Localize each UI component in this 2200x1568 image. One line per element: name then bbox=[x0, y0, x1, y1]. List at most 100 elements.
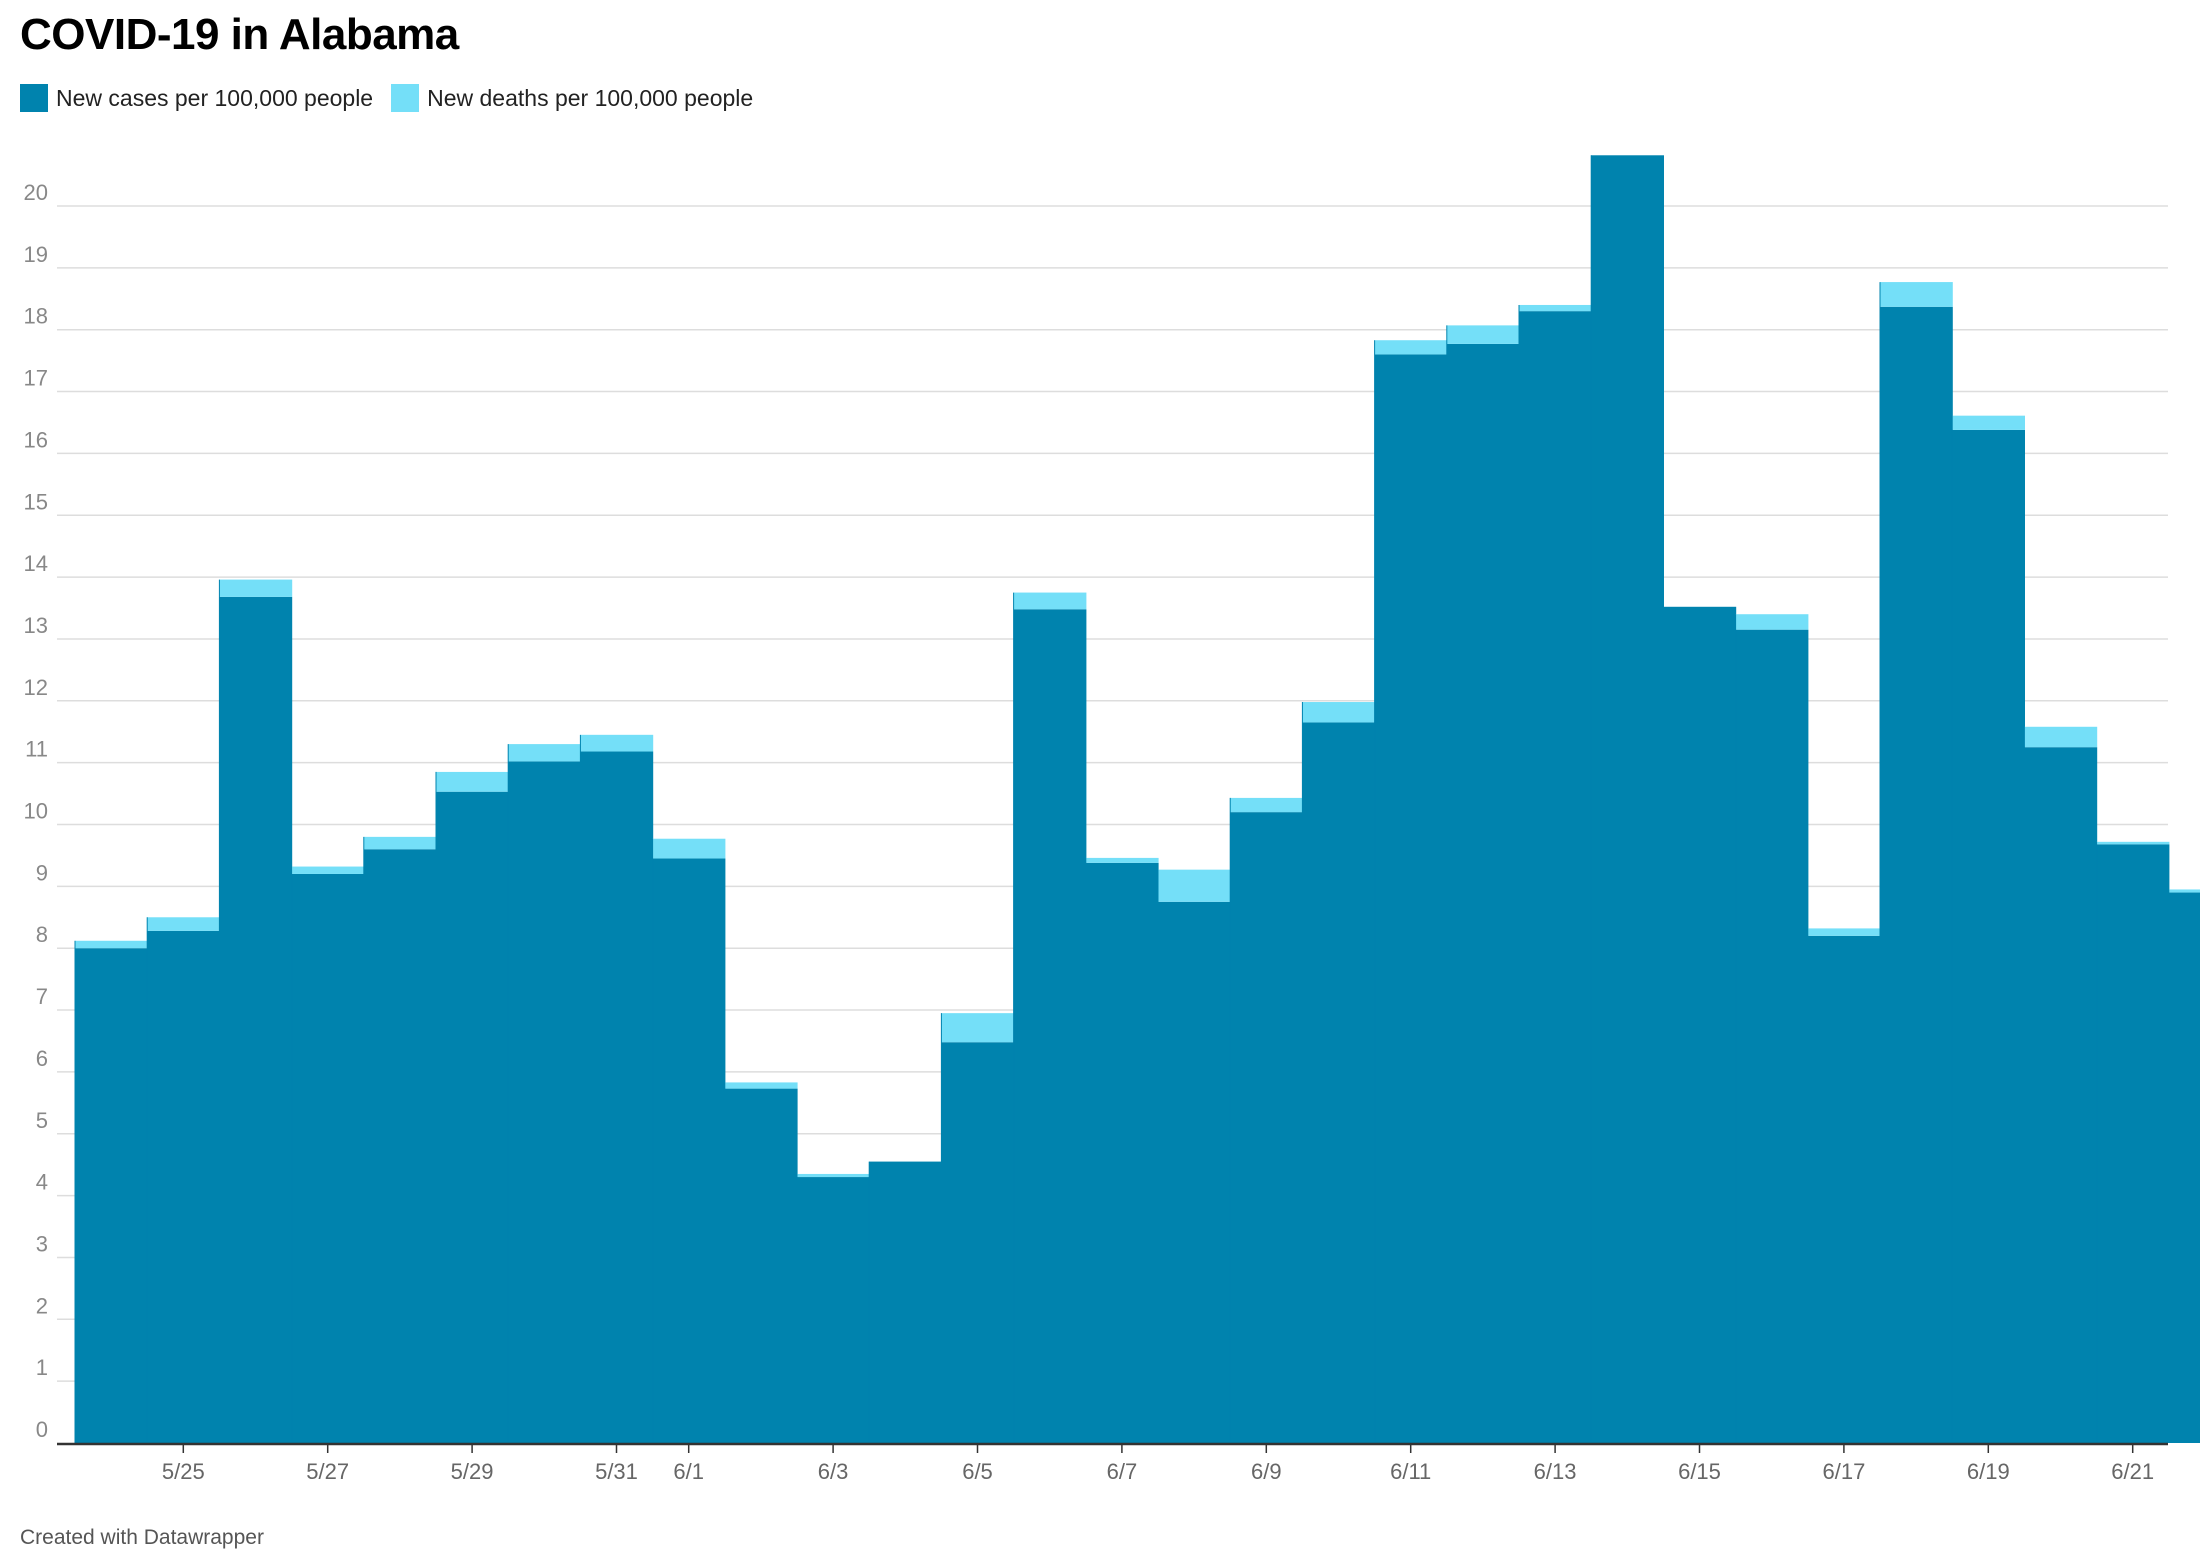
x-axis-ticks: 5/25 5/27 5/29 5/31 6/1 6/3 6/5 6/7 6/9 6/11 6/13 6… bbox=[162, 1445, 2154, 1484]
x-tick-label: 6/17 bbox=[1822, 1459, 1865, 1484]
bar-cases bbox=[363, 849, 437, 1443]
y-tick-label: 15 bbox=[24, 489, 48, 514]
y-tick-label: 2 bbox=[36, 1293, 48, 1318]
x-tick-label: 6/13 bbox=[1534, 1459, 1577, 1484]
y-tick-label: 12 bbox=[24, 675, 48, 700]
legend-label-cases: New cases per 100,000 people bbox=[56, 84, 374, 111]
bar-deaths bbox=[580, 734, 654, 752]
bar-cases bbox=[1446, 343, 1520, 1443]
y-tick-label: 11 bbox=[25, 737, 48, 762]
y-tick-label: 14 bbox=[24, 551, 48, 576]
bar-cases bbox=[2168, 892, 2200, 1443]
bar-deaths bbox=[1302, 702, 1376, 723]
y-tick-label: 7 bbox=[36, 984, 48, 1009]
y-tick-label: 5 bbox=[36, 1108, 48, 1133]
x-tick-label: 5/31 bbox=[595, 1459, 638, 1484]
bar-deaths bbox=[1085, 857, 1159, 863]
bar-cases bbox=[2024, 747, 2098, 1443]
bar-deaths bbox=[147, 917, 220, 931]
legend-item-deaths: New deaths per 100,000 people bbox=[391, 84, 753, 112]
legend-swatch-cases bbox=[20, 84, 48, 112]
bar-cases bbox=[1085, 862, 1159, 1443]
bar-cases bbox=[1591, 155, 1664, 1444]
bar-deaths bbox=[291, 866, 365, 874]
bar-cases bbox=[724, 1088, 798, 1443]
bar-cases bbox=[1302, 722, 1376, 1443]
bars bbox=[57, 155, 2200, 1446]
bar-deaths bbox=[2168, 889, 2200, 893]
y-tick-label: 0 bbox=[36, 1417, 48, 1442]
bar-deaths bbox=[1519, 304, 1592, 312]
bar-cases bbox=[75, 948, 148, 1443]
bar-deaths bbox=[797, 1173, 870, 1178]
x-tick-label: 5/25 bbox=[162, 1459, 205, 1484]
x-tick-label: 6/19 bbox=[1967, 1459, 2010, 1484]
y-tick-label: 16 bbox=[24, 427, 48, 452]
x-tick-label: 5/29 bbox=[451, 1459, 494, 1484]
legend-item-cases: New cases per 100,000 people bbox=[20, 84, 373, 112]
legend-label-deaths: New deaths per 100,000 people bbox=[427, 84, 754, 111]
bar-deaths bbox=[2096, 841, 2170, 845]
x-tick-label: 6/11 bbox=[1390, 1459, 1431, 1484]
bar-cases bbox=[1374, 354, 1448, 1444]
bar-cases bbox=[1807, 935, 1881, 1443]
y-tick-label: 19 bbox=[24, 242, 48, 267]
y-tick-label: 6 bbox=[36, 1046, 48, 1071]
bar-cases bbox=[941, 1042, 1015, 1443]
bar-deaths bbox=[724, 1082, 798, 1089]
bar-cases bbox=[1013, 609, 1087, 1443]
credit-text: Created with Datawrapper bbox=[20, 1526, 264, 1549]
bar-deaths bbox=[363, 836, 437, 850]
bar-cases bbox=[291, 873, 365, 1443]
x-tick-label: 6/3 bbox=[818, 1459, 849, 1484]
bar-cases bbox=[869, 1161, 942, 1443]
y-tick-label: 4 bbox=[36, 1170, 48, 1195]
bar-deaths bbox=[941, 1013, 1015, 1043]
bar-cases bbox=[2096, 844, 2170, 1443]
y-tick-label: 3 bbox=[36, 1231, 48, 1256]
bar-deaths bbox=[1158, 869, 1231, 902]
bar-cases bbox=[1880, 306, 1953, 1444]
bar-deaths bbox=[2024, 726, 2098, 748]
x-tick-label: 6/7 bbox=[1107, 1459, 1138, 1484]
bar-deaths bbox=[1013, 592, 1087, 610]
bar-cases bbox=[652, 858, 726, 1443]
y-tick-label: 18 bbox=[24, 304, 48, 329]
bar-cases bbox=[797, 1177, 870, 1443]
bar-cases bbox=[1735, 629, 1809, 1443]
bar-deaths bbox=[1735, 614, 1809, 630]
y-tick-label: 13 bbox=[24, 613, 48, 638]
legend-swatch-deaths bbox=[391, 84, 420, 112]
bar-deaths bbox=[1880, 282, 1953, 307]
bar-deaths bbox=[75, 940, 148, 949]
bar-deaths bbox=[508, 744, 581, 762]
bar-deaths bbox=[436, 771, 509, 792]
y-tick-label: 17 bbox=[24, 366, 48, 391]
bar-cases bbox=[1158, 901, 1231, 1443]
bar-deaths bbox=[1230, 797, 1303, 813]
bar-cases bbox=[219, 596, 293, 1443]
y-tick-label: 8 bbox=[36, 922, 48, 947]
x-tick-label: 6/1 bbox=[673, 1459, 704, 1484]
bar-deaths bbox=[1446, 325, 1520, 344]
bar-cases bbox=[1663, 606, 1737, 1443]
bar-cases bbox=[1952, 429, 2025, 1444]
y-tick-label: 1 bbox=[36, 1355, 48, 1380]
x-tick-label: 6/15 bbox=[1678, 1459, 1721, 1484]
y-tick-label: 20 bbox=[24, 180, 48, 205]
legend: New cases per 100,000 people New deaths … bbox=[20, 84, 771, 112]
bar-cases bbox=[508, 761, 581, 1443]
bar-deaths bbox=[652, 838, 726, 859]
bar-deaths bbox=[1952, 415, 2025, 430]
chart-title: COVID-19 in Alabama bbox=[20, 10, 459, 59]
x-tick-label: 6/21 bbox=[2111, 1459, 2154, 1484]
y-tick-label: 9 bbox=[36, 860, 48, 885]
x-tick-label: 6/5 bbox=[962, 1459, 993, 1484]
x-tick-label: 6/9 bbox=[1251, 1459, 1282, 1484]
y-tick-label: 10 bbox=[24, 799, 48, 824]
bar-deaths bbox=[1807, 928, 1881, 936]
bar-deaths bbox=[219, 579, 293, 597]
bar-deaths bbox=[1374, 340, 1448, 355]
